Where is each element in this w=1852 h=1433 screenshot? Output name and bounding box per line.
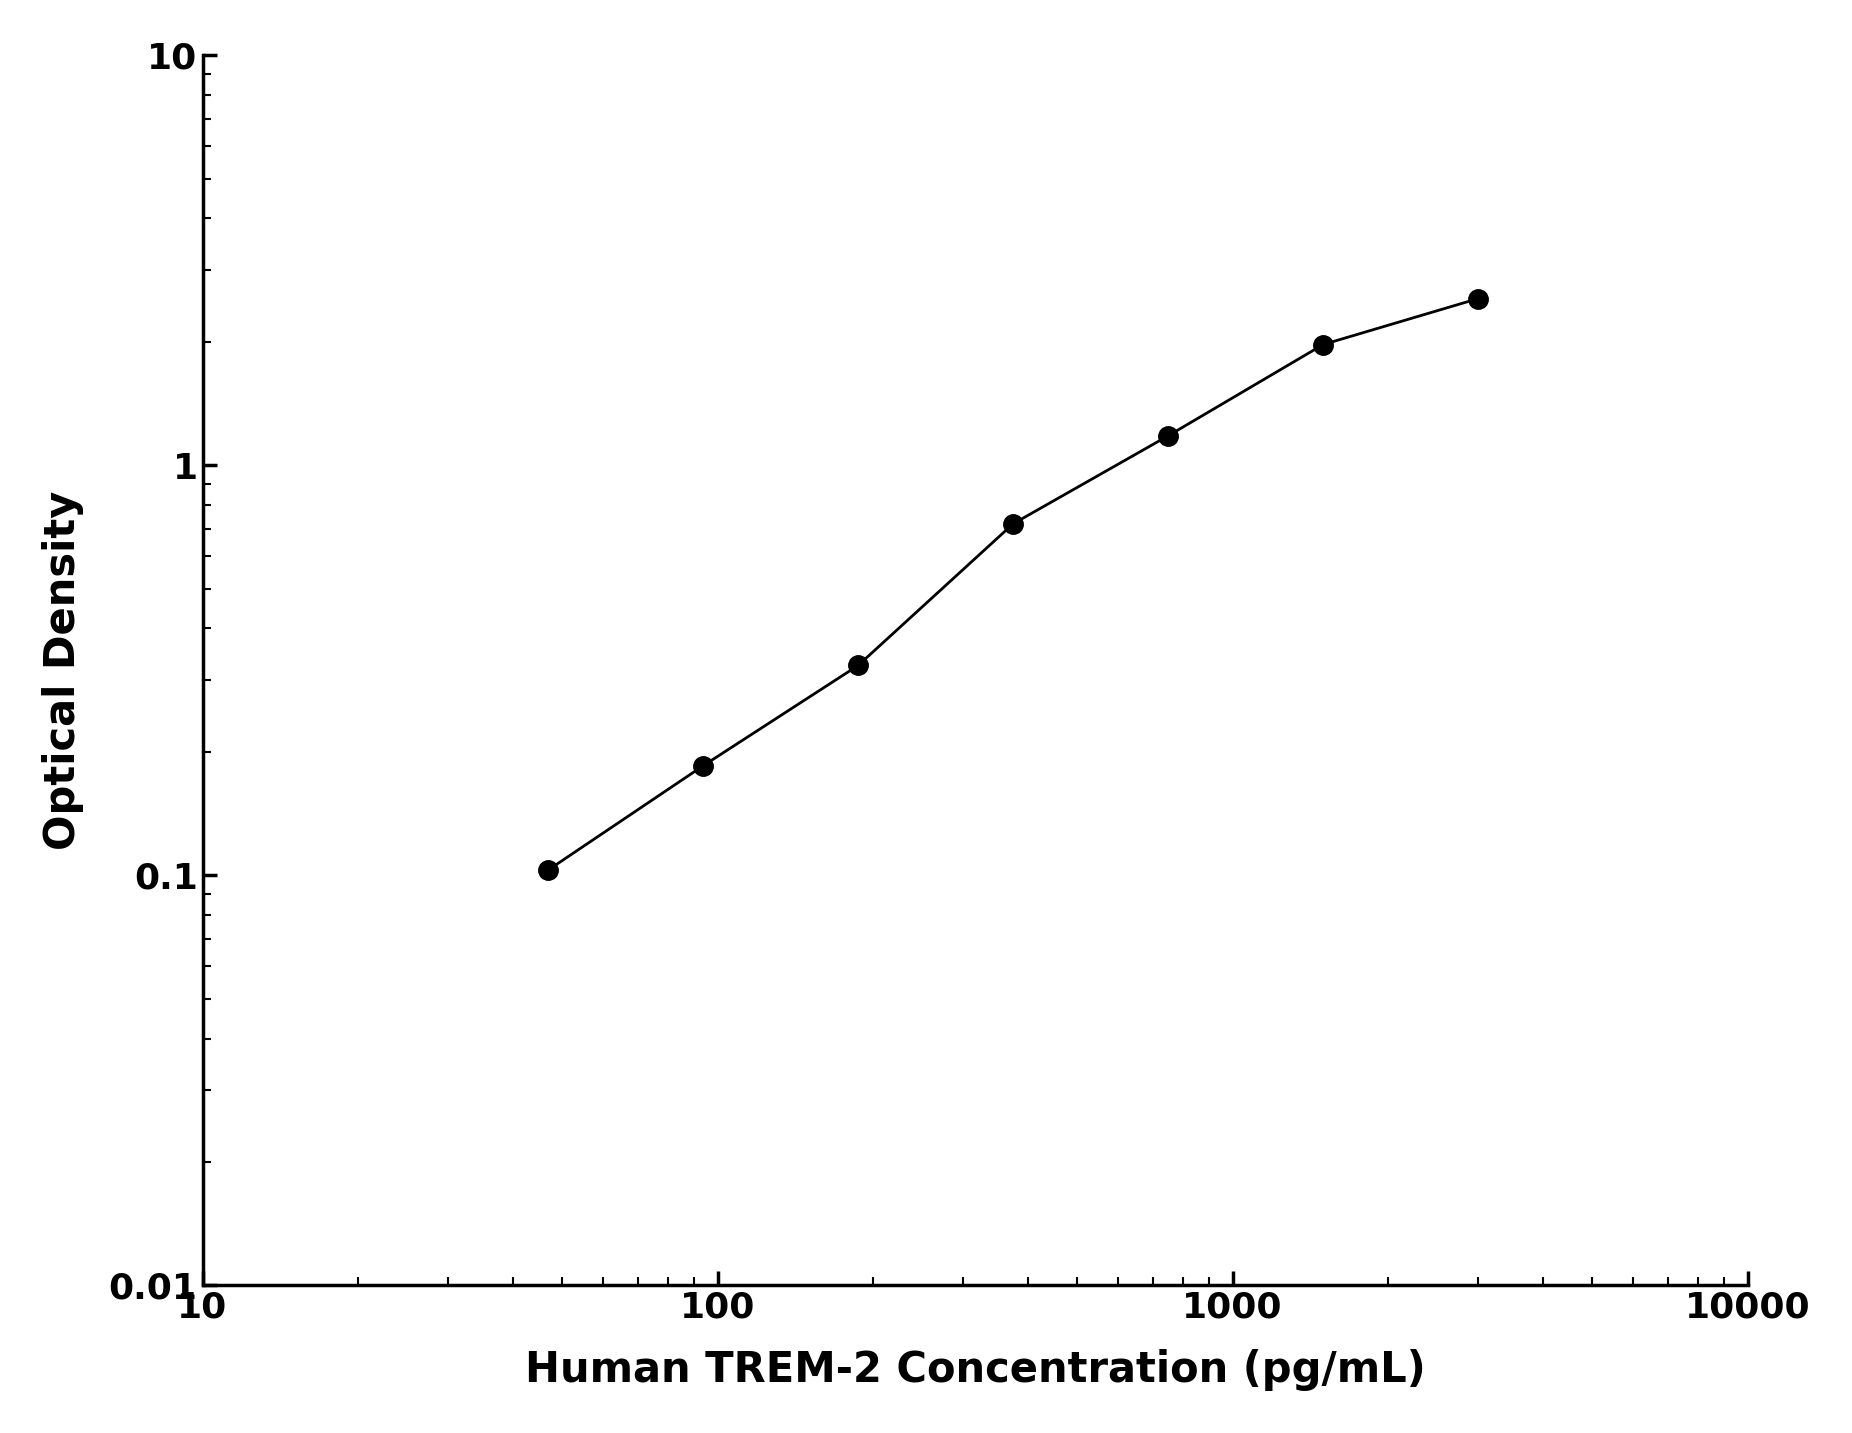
- X-axis label: Human TREM-2 Concentration (pg/mL): Human TREM-2 Concentration (pg/mL): [524, 1350, 1426, 1391]
- Y-axis label: Optical Density: Optical Density: [41, 490, 83, 850]
